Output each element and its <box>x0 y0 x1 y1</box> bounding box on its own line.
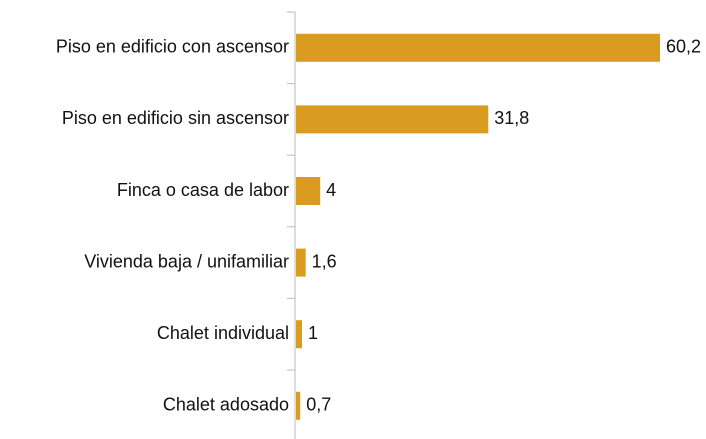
bar <box>296 177 321 205</box>
value-label: 31,8 <box>494 108 529 128</box>
bar <box>296 320 303 349</box>
category-label: Piso en edificio sin ascensor <box>62 108 289 128</box>
bar <box>296 391 301 420</box>
value-label: 4 <box>326 180 336 200</box>
category-label: Finca o casa de labor <box>117 180 289 200</box>
bar <box>296 248 306 277</box>
category-label: Vivienda baja / unifamiliar <box>84 251 289 271</box>
value-label: 0,7 <box>306 395 331 415</box>
bar <box>296 105 489 134</box>
value-label: 60,2 <box>666 37 701 57</box>
value-label: 1 <box>308 323 318 343</box>
category-label: Piso en edificio con ascensor <box>56 37 289 57</box>
category-label: Chalet adosado <box>163 395 289 415</box>
bar <box>296 33 660 62</box>
category-label: Chalet individual <box>157 323 289 343</box>
value-label: 1,6 <box>312 251 337 271</box>
